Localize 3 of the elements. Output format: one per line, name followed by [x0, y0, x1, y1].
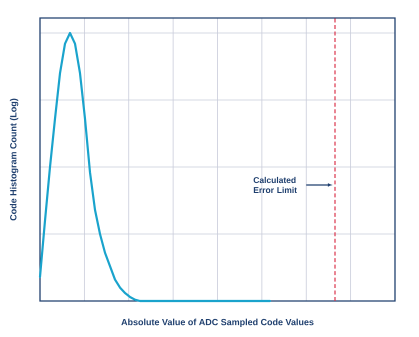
annotation: Calculated Error Limit — [254, 176, 297, 194]
y-axis-title: Code Histogram Count (Log) — [10, 98, 18, 220]
x-axis-title: Absolute Value of ADC Sampled Code Values — [121, 318, 314, 328]
